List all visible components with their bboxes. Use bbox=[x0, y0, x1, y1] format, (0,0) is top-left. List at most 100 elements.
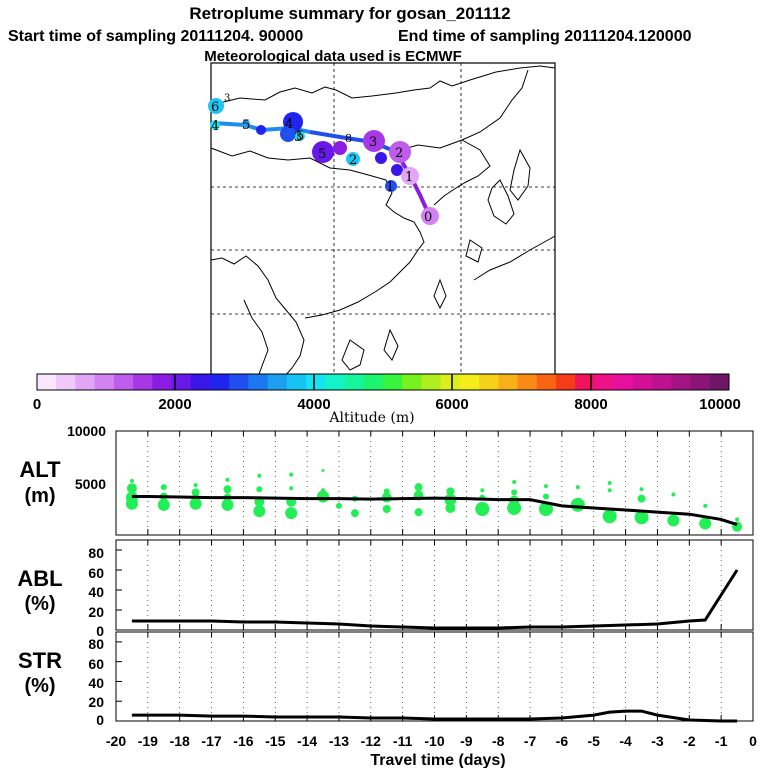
colorbar-tick-label: 0 bbox=[33, 396, 41, 413]
met-data-label: Meteorological data used is ECMWF bbox=[204, 48, 462, 65]
colorbar-frame bbox=[36, 373, 730, 391]
colorbar-tick-label: 2000 bbox=[158, 396, 191, 413]
trajectory-map: 6 3 4 5 4 3 5 5 8 2 3 2 1 1 0 bbox=[208, 62, 556, 378]
x-tick-label: -10 bbox=[424, 733, 444, 749]
colorbar-tick-label: 10000 bbox=[699, 396, 741, 413]
x-tick-label: -4 bbox=[619, 733, 632, 749]
x-tick-label: -3 bbox=[651, 733, 664, 749]
alt-particle-dot bbox=[703, 503, 708, 508]
x-tick-label: -12 bbox=[361, 733, 381, 749]
alt-particle-dot bbox=[321, 469, 325, 473]
alt-particle-dot bbox=[542, 493, 549, 500]
colorbar-cell bbox=[171, 374, 192, 390]
colorbar-cell bbox=[383, 374, 403, 390]
plume-circle bbox=[312, 141, 334, 163]
x-tick-label: -7 bbox=[524, 733, 537, 749]
colorbar-cell bbox=[536, 374, 557, 390]
str-mean-line bbox=[131, 709, 738, 723]
colorbar-tick-label: 8000 bbox=[574, 396, 607, 413]
colorbar-cell bbox=[690, 374, 711, 390]
alt-particle-dot bbox=[193, 483, 198, 488]
alt-particle-dot bbox=[126, 483, 137, 494]
map-day-label: 6 bbox=[211, 100, 219, 115]
alt-ytick-label: 10000 bbox=[67, 423, 106, 439]
map-day-label: 0 bbox=[424, 210, 432, 225]
colorbar-cell bbox=[113, 374, 134, 390]
map-day-label: 2 bbox=[349, 153, 357, 168]
abl-ytick-label: 60 bbox=[88, 565, 104, 581]
colorbar-cell bbox=[248, 374, 269, 390]
map-day-label: 4 bbox=[211, 119, 219, 134]
abl-ytick-labels: 80 60 40 20 0 bbox=[88, 545, 104, 639]
plume-circle bbox=[389, 141, 411, 163]
plume-circle bbox=[385, 180, 397, 192]
map-coastlines bbox=[210, 65, 556, 378]
alt-particle-dot bbox=[257, 473, 262, 478]
plume-circle bbox=[375, 152, 387, 164]
alt-particle-dot bbox=[157, 498, 170, 511]
map-day-label: 4 bbox=[285, 117, 293, 132]
alt-particle-dot bbox=[639, 487, 644, 492]
abl-panel: 80 60 40 20 0 ABL (%) bbox=[17, 539, 754, 639]
start-time-label: Start time of sampling 20111204. 90000 bbox=[8, 28, 303, 45]
alt-particle-dot bbox=[414, 508, 423, 517]
str-yunit: (%) bbox=[24, 675, 55, 697]
x-axis-label: Travel time (days) bbox=[370, 752, 505, 768]
alt-particle-dot bbox=[125, 497, 138, 510]
colorbar-major-ticks bbox=[174, 374, 592, 390]
colorbar-cells bbox=[37, 374, 730, 390]
colorbar-cell bbox=[479, 374, 499, 390]
colorbar-cell bbox=[613, 374, 634, 390]
alt-particle-dot bbox=[191, 488, 200, 497]
x-tick-label: 0 bbox=[749, 733, 757, 749]
alt-particle-dot bbox=[607, 481, 612, 485]
str-ytick-label: 60 bbox=[88, 656, 104, 672]
x-tick-label: -11 bbox=[393, 733, 413, 749]
alt-particle-dot bbox=[289, 472, 294, 477]
colorbar-cell bbox=[306, 374, 326, 390]
alt-particle-dot bbox=[475, 502, 490, 516]
x-tick-label: -8 bbox=[492, 733, 505, 749]
alt-particle-dot bbox=[507, 500, 522, 515]
str-ylabel: STR bbox=[18, 648, 62, 673]
map-day-label: 3 bbox=[224, 93, 230, 104]
colorbar-cell bbox=[632, 374, 653, 390]
plume-circle bbox=[346, 152, 360, 166]
alt-particle-dot bbox=[129, 478, 134, 483]
x-tick-label: -15 bbox=[265, 733, 285, 749]
str-ytick-labels: 80 60 40 20 0 bbox=[88, 636, 104, 728]
map-day-label: 5 bbox=[242, 118, 250, 133]
plume-circle bbox=[256, 125, 266, 135]
alt-particle-dot bbox=[285, 507, 298, 520]
alt-particle-dot bbox=[671, 492, 676, 497]
x-tick-label: -6 bbox=[556, 733, 569, 749]
alt-ytick-label: 5000 bbox=[75, 476, 106, 492]
map-day-label: 2 bbox=[395, 146, 403, 161]
plume-circle bbox=[208, 98, 224, 114]
alt-particle-dot bbox=[480, 488, 485, 493]
map-day-label: 3 bbox=[294, 130, 302, 145]
abl-ytick-label: 20 bbox=[88, 604, 104, 620]
map-day-label: 1 bbox=[405, 170, 413, 185]
colorbar-cell bbox=[133, 374, 153, 390]
alt-particle-dot bbox=[543, 484, 548, 489]
alt-particle-dot bbox=[189, 497, 202, 510]
alt-particle-dot bbox=[160, 484, 167, 491]
plume-circle bbox=[280, 126, 296, 142]
colorbar-cell bbox=[709, 374, 730, 390]
str-ytick-label: 40 bbox=[88, 675, 104, 691]
map-graticule bbox=[211, 63, 555, 377]
abl-ytick-label: 0 bbox=[96, 623, 104, 639]
alt-particle-dot bbox=[602, 509, 617, 524]
x-tick-label: -16 bbox=[233, 733, 253, 749]
colorbar-cell bbox=[37, 374, 57, 390]
alt-particle-dot bbox=[382, 505, 391, 513]
alt-particle-dot bbox=[735, 517, 740, 522]
str-y-ticks bbox=[116, 641, 122, 722]
map-day-label: 5 bbox=[296, 129, 304, 144]
colorbar-cell bbox=[325, 374, 346, 390]
trajectory-altitude-circles bbox=[208, 98, 439, 225]
altitude-panel: 10000 5000 ALT (m) bbox=[19, 423, 754, 536]
colorbar-cell bbox=[94, 374, 115, 390]
plume-circle bbox=[391, 164, 403, 176]
